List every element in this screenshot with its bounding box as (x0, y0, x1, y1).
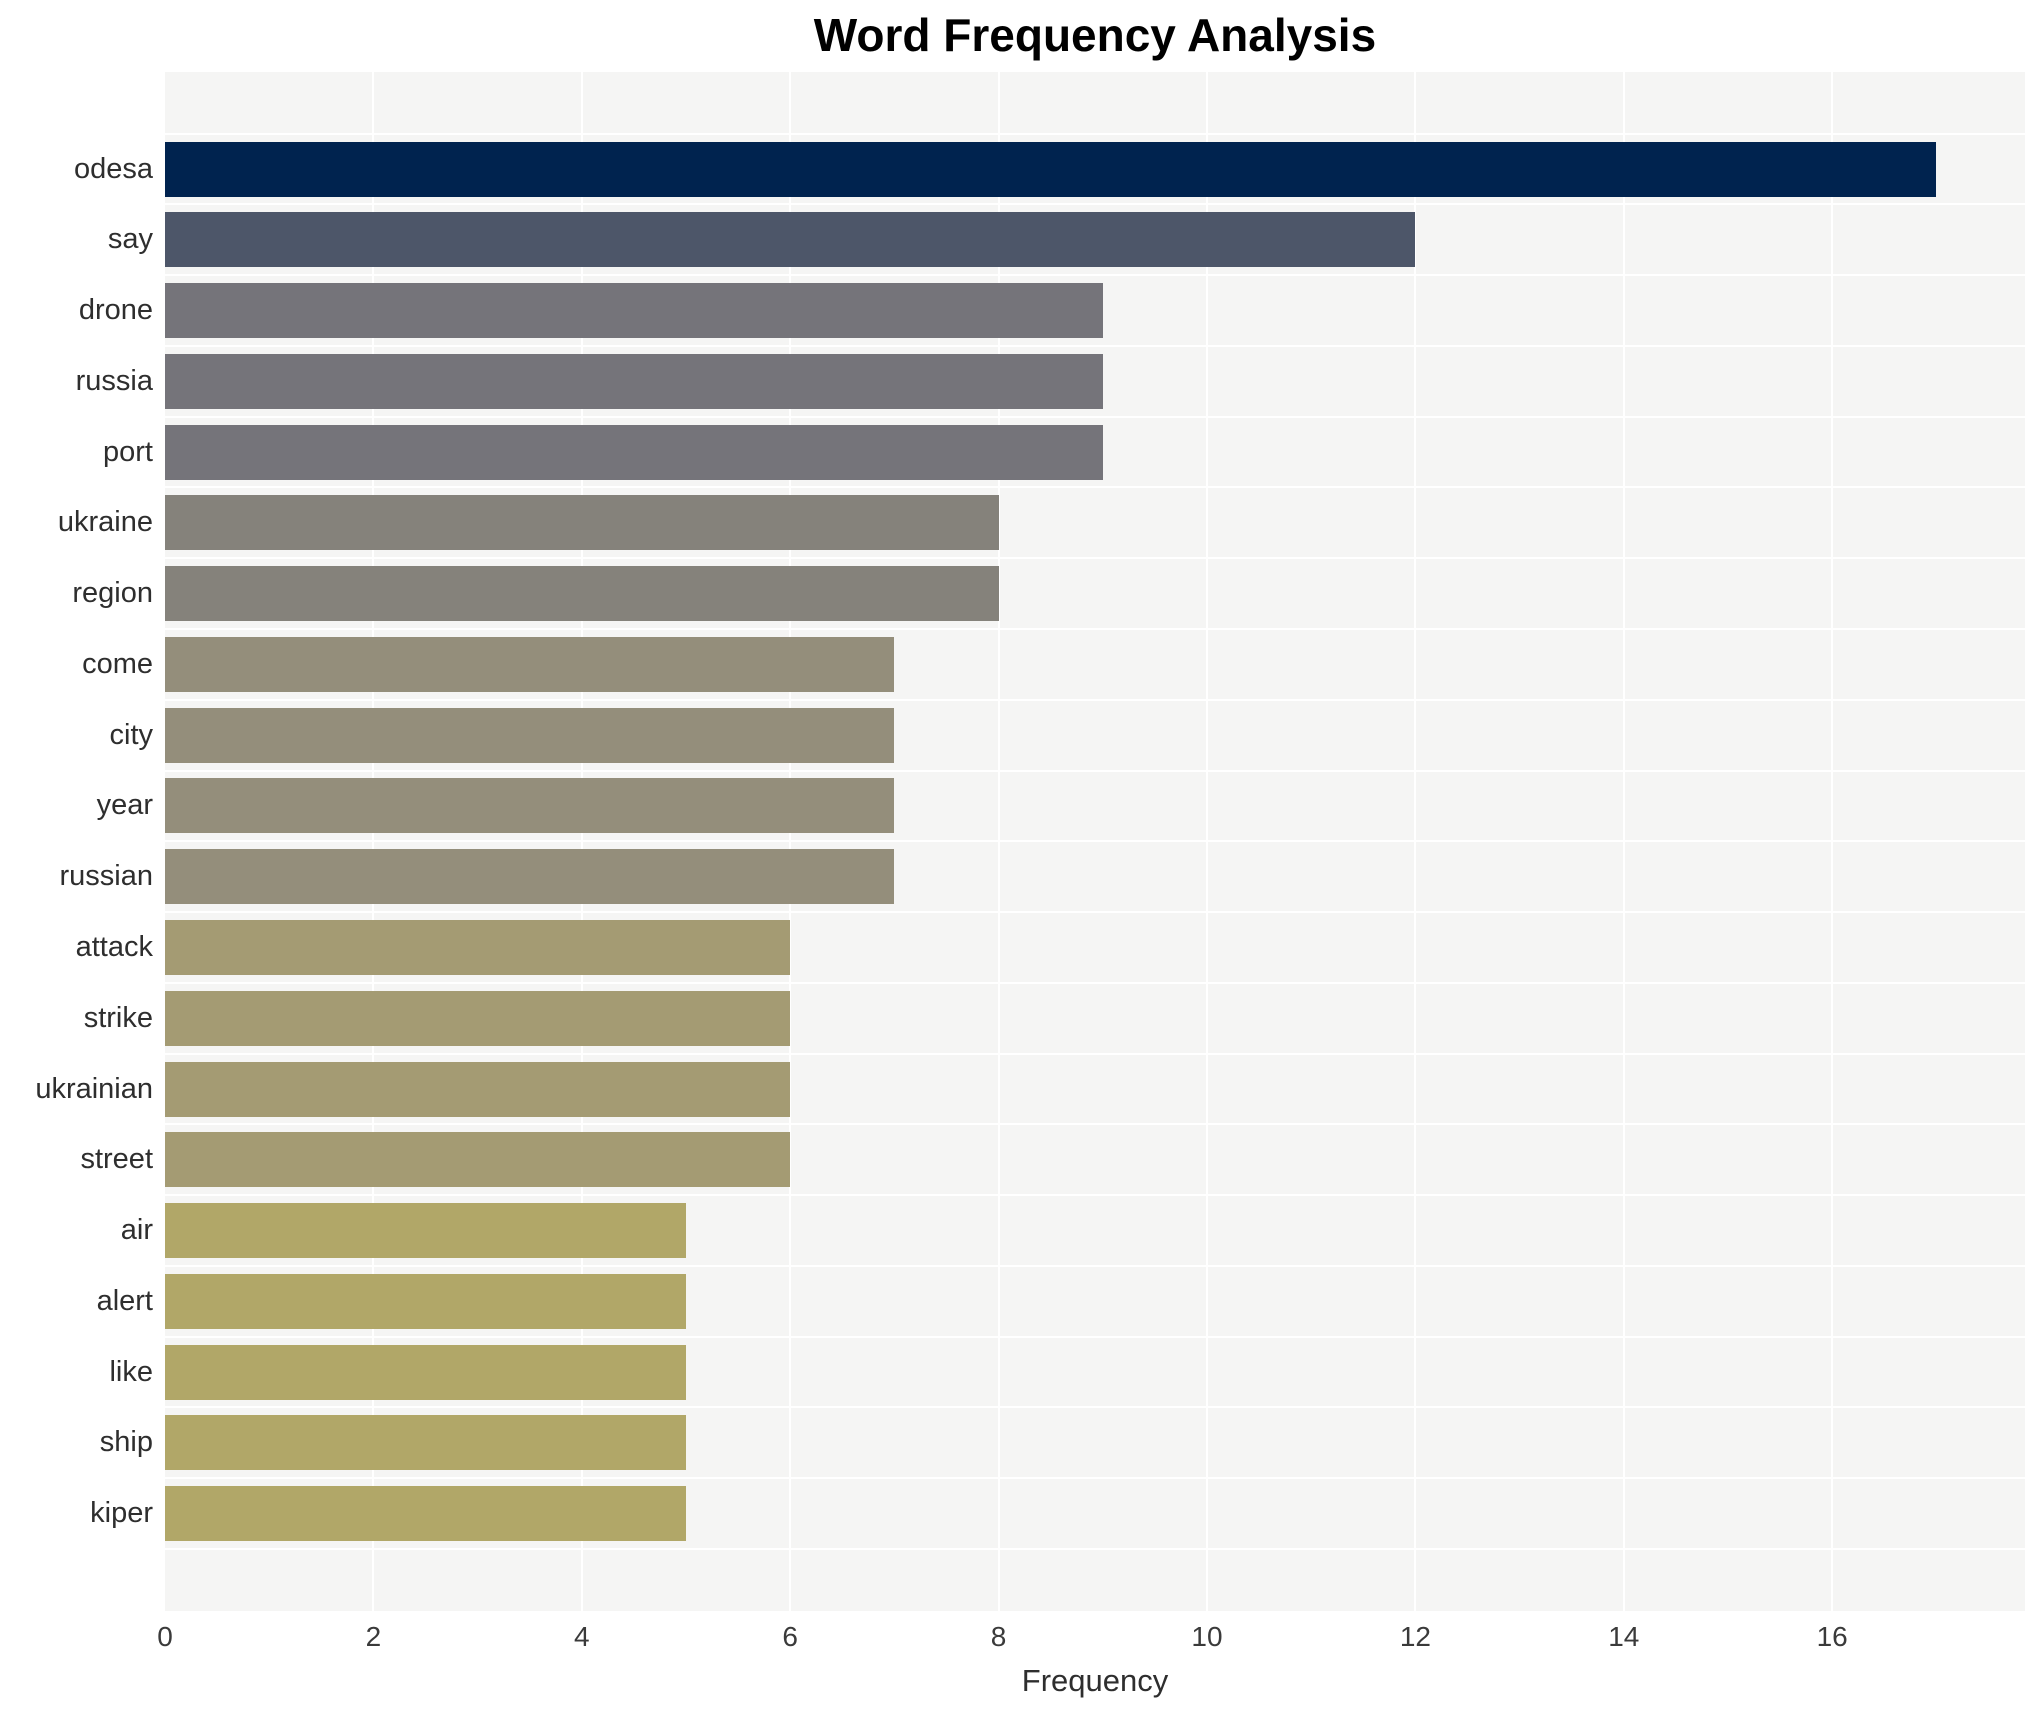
gridline-horizontal (165, 1477, 2025, 1480)
gridline-horizontal (165, 628, 2025, 630)
y-tick-label-come: come (82, 647, 153, 680)
bar-russia (165, 353, 1103, 409)
x-axis: Frequency 0 2 4 6 8 10 12 14 16 (157, 1611, 2025, 1710)
bar-region (165, 566, 999, 622)
y-tick-label-attack: attack (75, 930, 153, 963)
x-tick-label-14: 14 (1608, 1621, 1640, 1652)
gridline-horizontal (165, 486, 2025, 489)
x-tick-label-0: 0 (157, 1621, 173, 1652)
x-tick-label-10: 10 (1191, 1621, 1223, 1652)
gridline-horizontal (165, 344, 2025, 347)
y-tick-label-strike: strike (83, 1001, 153, 1034)
x-tick-label-4: 4 (574, 1621, 590, 1652)
bar-drone (165, 283, 1103, 339)
y-tick-label-port: port (103, 435, 153, 468)
y-tick-label-city: city (109, 718, 154, 751)
x-tick-label-2: 2 (365, 1621, 382, 1652)
x-tick-label-12: 12 (1399, 1621, 1431, 1652)
gridline-horizontal (165, 698, 2025, 701)
y-tick-label-air: air (120, 1214, 153, 1247)
y-tick-label-drone: drone (78, 294, 153, 327)
bar-alert (165, 1273, 686, 1329)
plot-area (165, 72, 2025, 1611)
bar-strike (165, 990, 791, 1046)
y-tick-label-street: street (80, 1143, 153, 1176)
gridline-horizontal (165, 274, 2025, 277)
y-tick-label-alert: alert (96, 1284, 153, 1317)
gridline-horizontal (165, 1194, 2025, 1197)
bar-ukrainian (165, 1061, 791, 1117)
bar-like (165, 1344, 686, 1400)
gridline-horizontal (165, 132, 2025, 135)
gridline-horizontal (165, 1052, 2025, 1055)
gridline-horizontal (165, 981, 2025, 984)
y-tick-label-year: year (96, 789, 153, 822)
y-tick-label-russia: russia (75, 364, 153, 397)
y-tick-label-ukraine: ukraine (57, 506, 153, 539)
x-tick-label-6: 6 (782, 1621, 798, 1652)
y-tick-label-like: like (109, 1355, 153, 1388)
x-axis-title: Frequency (1021, 1663, 1169, 1698)
bar-russian (165, 849, 895, 905)
y-axis-labels: odesa say drone russia port ukraine region come… (0, 72, 153, 1611)
bar-come (165, 636, 895, 692)
gridline-horizontal (165, 911, 2025, 914)
y-tick-label-say: say (107, 223, 153, 256)
x-tick-label-16: 16 (1816, 1621, 1848, 1652)
y-tick-label-russian: russian (59, 860, 154, 893)
bar-attack (165, 919, 791, 975)
gridline-horizontal (165, 840, 2025, 843)
chart-title: Word Frequency Analysis (813, 9, 1377, 61)
bar-kiper (165, 1486, 686, 1542)
bar-odesa (165, 141, 1937, 197)
gridline-horizontal (165, 1548, 2025, 1550)
bar-year (165, 778, 895, 834)
bar-city (165, 707, 895, 763)
bar-street (165, 1132, 791, 1188)
gridline-horizontal (165, 415, 2025, 418)
gridline-horizontal (165, 1264, 2025, 1267)
gridline-horizontal (165, 1123, 2025, 1126)
y-tick-label-ukrainian: ukrainian (35, 1072, 153, 1105)
bar-say (165, 212, 1416, 268)
bar-air (165, 1203, 686, 1259)
y-tick-label-kiper: kiper (90, 1497, 153, 1530)
gridline-horizontal (165, 203, 2025, 206)
gridline-horizontal (165, 557, 2025, 560)
bar-port (165, 424, 1103, 480)
gridline-horizontal (165, 769, 2025, 772)
x-tick-label-8: 8 (990, 1621, 1007, 1652)
gridline-horizontal (165, 1406, 2025, 1409)
bar-ukraine (165, 495, 999, 551)
y-tick-label-ship: ship (99, 1426, 153, 1459)
y-tick-label-region: region (72, 577, 153, 610)
y-tick-label-odesa: odesa (73, 152, 153, 185)
bar-ship (165, 1415, 686, 1471)
gridline-horizontal (165, 1335, 2025, 1338)
